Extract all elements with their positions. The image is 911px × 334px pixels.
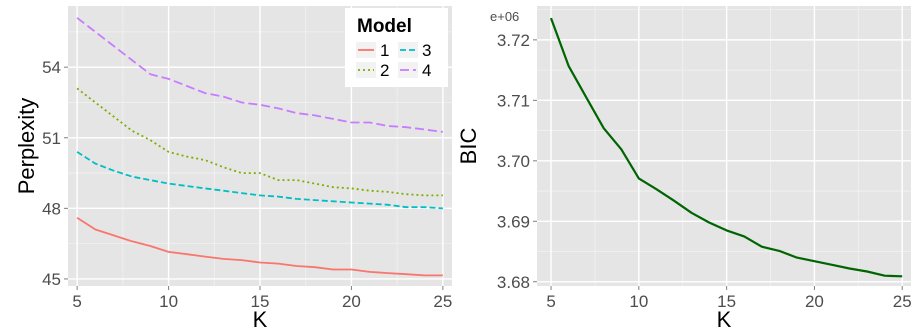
series-line-4: [76, 17, 444, 133]
y-tick-label: 48: [42, 199, 61, 218]
x-tick-label: 10: [159, 292, 178, 311]
bic-chart: 5 10 15 20 25 3.68 3.69 3.70 3.71 3.72 K BIC e+06: [456, 6, 911, 332]
x-tick-label: 20: [342, 292, 361, 311]
series-line-1: [76, 217, 443, 277]
x-tick-label: 5: [72, 292, 81, 311]
legend-label-2: 2: [380, 61, 389, 80]
legend-key-3: [398, 42, 418, 58]
legend-label-3: 3: [422, 41, 431, 60]
x-axis-title: K: [253, 307, 268, 332]
series-line-3: [76, 151, 443, 210]
legend: Model 12 34: [345, 8, 448, 87]
y-tick-label: 51: [42, 129, 61, 148]
x-tick-label: 5: [546, 292, 555, 311]
legend-title: Model: [357, 16, 412, 37]
x-tick-label: 20: [805, 292, 824, 311]
y-tick-label: 3.71: [497, 91, 530, 110]
legend-label-1: 1: [380, 41, 389, 60]
y-tick-label: 45: [42, 270, 61, 289]
series-line-1: [549, 17, 903, 278]
x-tick-label: 15: [717, 292, 736, 311]
series-line-2: [76, 87, 443, 197]
x-axis-title: K: [717, 307, 732, 332]
plot-background: [537, 6, 911, 286]
x-tick-label: 25: [893, 292, 911, 311]
legend-label-4: 4: [422, 61, 431, 80]
y-tick-label: 54: [42, 58, 61, 77]
x-tick-label: 15: [251, 292, 270, 311]
y-tick-label: 3.68: [497, 273, 530, 292]
x-tick-label: 10: [629, 292, 648, 311]
y-tick-label: 3.69: [497, 212, 530, 231]
y-axis-exponent-label: e+06: [490, 9, 519, 24]
perplexity-chart: 5 10 15 20 25 45 48 51 54 K Perplexity Model 12 34: [14, 6, 452, 332]
y-tick-label: 3.70: [497, 152, 530, 171]
y-axis-title: Perplexity: [14, 98, 39, 195]
legend-key-2: [356, 62, 376, 78]
y-tick-label: 3.72: [497, 31, 530, 50]
y-axis-title: BIC: [456, 128, 481, 165]
x-tick-label: 25: [433, 292, 452, 311]
